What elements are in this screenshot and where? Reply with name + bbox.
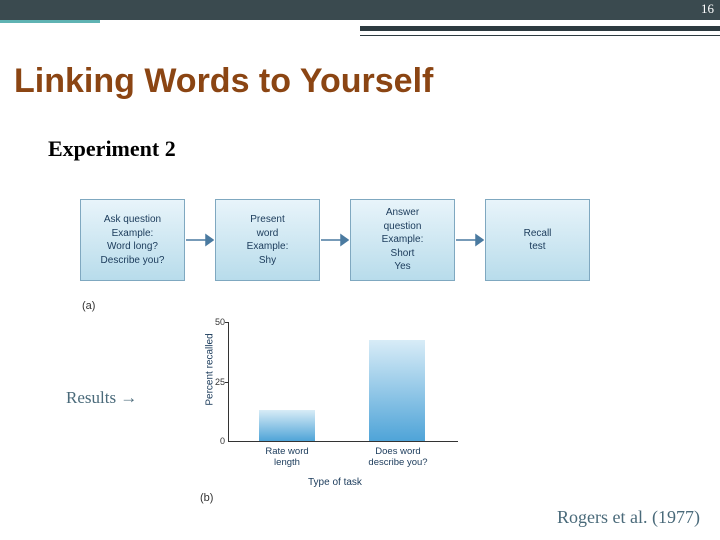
page-number: 16 [701, 1, 714, 17]
ytick-mark [225, 382, 229, 383]
flow-box-2: PresentwordExample:Shy [215, 199, 320, 281]
x-category-label: Does worddescribe you? [353, 446, 443, 469]
ytick-label: 25 [207, 377, 225, 387]
bar-chart: Percent recalled 50 25 0 Rate wordlength… [200, 322, 480, 497]
teal-accent-line [0, 20, 100, 23]
results-label: Results → [66, 388, 137, 408]
header-bar: 16 [0, 0, 720, 20]
ytick-mark [225, 322, 229, 323]
dark-accent-line [360, 26, 720, 31]
arrow-right-icon [185, 233, 215, 247]
citation: Rogers et al. (1977) [557, 507, 700, 528]
flow-box-4: Recalltest [485, 199, 590, 281]
panel-label-b: (b) [200, 492, 213, 504]
plot-area: 50 25 0 Rate wordlength Does worddescrib… [228, 322, 458, 442]
ytick-label: 0 [207, 436, 225, 446]
flow-box-1: Ask questionExample:Word long?Describe y… [80, 199, 185, 281]
flow-box-3: AnswerquestionExample:ShortYes [350, 199, 455, 281]
bar-rate-word-length [259, 410, 315, 441]
panel-label-a: (a) [82, 300, 95, 312]
arrow-right-icon [320, 233, 350, 247]
bar-describe-you [369, 340, 425, 441]
flow-diagram: Ask questionExample:Word long?Describe y… [80, 195, 640, 285]
dark-accent-line-thin [360, 35, 720, 36]
y-axis-label: Percent recalled [205, 333, 216, 405]
x-axis-label: Type of task [308, 477, 362, 488]
ytick-label: 50 [207, 317, 225, 327]
subtitle: Experiment 2 [48, 136, 176, 162]
x-category-label: Rate wordlength [247, 446, 327, 469]
slide-title: Linking Words to Yourself [14, 62, 433, 101]
arrow-right-icon [455, 233, 485, 247]
